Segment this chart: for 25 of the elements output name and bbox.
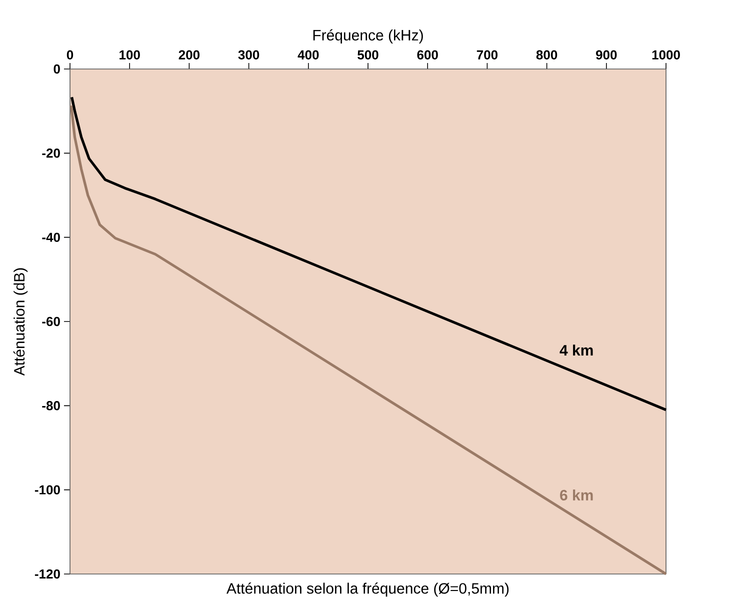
y-tick-label: -20 [42,148,60,158]
text: Atténuation selon la fréquence (Ø=0,5mm) [226,582,509,597]
x-tick-label: 500 [358,50,378,60]
x-axis-title: Fréquence (kHz) [313,29,423,44]
y-axis-title: Atténuation (dB) [13,268,28,376]
x-tick-label: 700 [476,50,498,60]
series-label: 6 km [560,489,593,500]
y-tick-label: -100 [34,485,60,494]
y-tick-label: -80 [42,401,60,410]
x-tick-label: 800 [536,50,558,60]
y-tick-label: -40 [42,232,60,242]
x-tick-label: 100 [120,50,140,60]
x-tick-label: 1000 [652,50,680,60]
x-tick-label: 600 [417,50,438,60]
line-series [70,104,668,576]
y-tick-label: -120 [34,569,60,579]
y-tick-label: 0 [54,64,60,74]
x-tick-label: 0 [66,50,74,60]
y-tick-label: -60 [42,316,60,326]
x-tick-label: 400 [298,50,319,60]
x-tick-label: 300 [238,50,260,60]
series-label: 4 km [560,344,593,356]
x-tick-label: 200 [178,50,200,60]
x-tick-label: 900 [596,50,617,60]
line-series [70,96,668,412]
